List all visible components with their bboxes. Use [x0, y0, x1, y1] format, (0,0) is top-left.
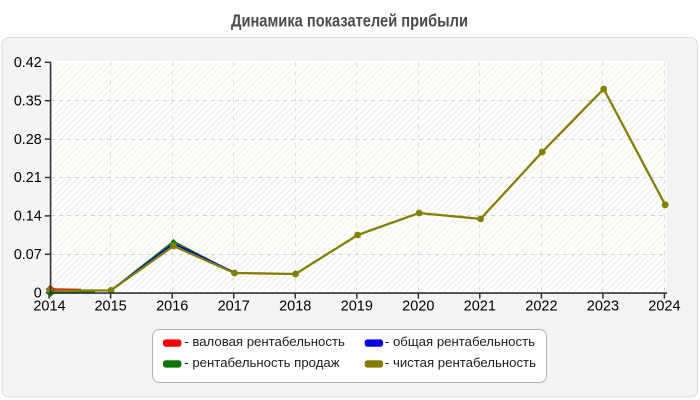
svg-text:0.21: 0.21 — [14, 170, 42, 186]
svg-text:2021: 2021 — [464, 298, 496, 314]
svg-text:2024: 2024 — [648, 298, 680, 314]
svg-text:2016: 2016 — [156, 298, 188, 314]
svg-text:0: 0 — [34, 285, 42, 301]
svg-text:2015: 2015 — [94, 298, 126, 314]
svg-text:- валовая рентабельность: - валовая рентабельность — [184, 334, 345, 349]
svg-text:- рентабельность продаж: - рентабельность продаж — [184, 355, 339, 370]
svg-text:0.35: 0.35 — [14, 93, 42, 109]
svg-text:0.14: 0.14 — [14, 209, 42, 225]
svg-text:2023: 2023 — [587, 298, 619, 314]
svg-text:0.07: 0.07 — [14, 247, 42, 263]
svg-text:2017: 2017 — [218, 298, 250, 314]
svg-text:2018: 2018 — [279, 298, 311, 314]
svg-text:2020: 2020 — [402, 298, 434, 314]
svg-text:2019: 2019 — [341, 298, 373, 314]
svg-text:0.42: 0.42 — [14, 55, 42, 71]
svg-text:- общая рентабельность: - общая рентабельность — [385, 334, 535, 349]
svg-text:2014: 2014 — [33, 298, 65, 314]
svg-text:Динамика показателей прибыли: Динамика показателей прибыли — [231, 11, 468, 31]
svg-text:0.28: 0.28 — [14, 132, 42, 148]
svg-text:- чистая рентабельность: - чистая рентабельность — [385, 355, 536, 370]
svg-text:2022: 2022 — [525, 298, 557, 314]
